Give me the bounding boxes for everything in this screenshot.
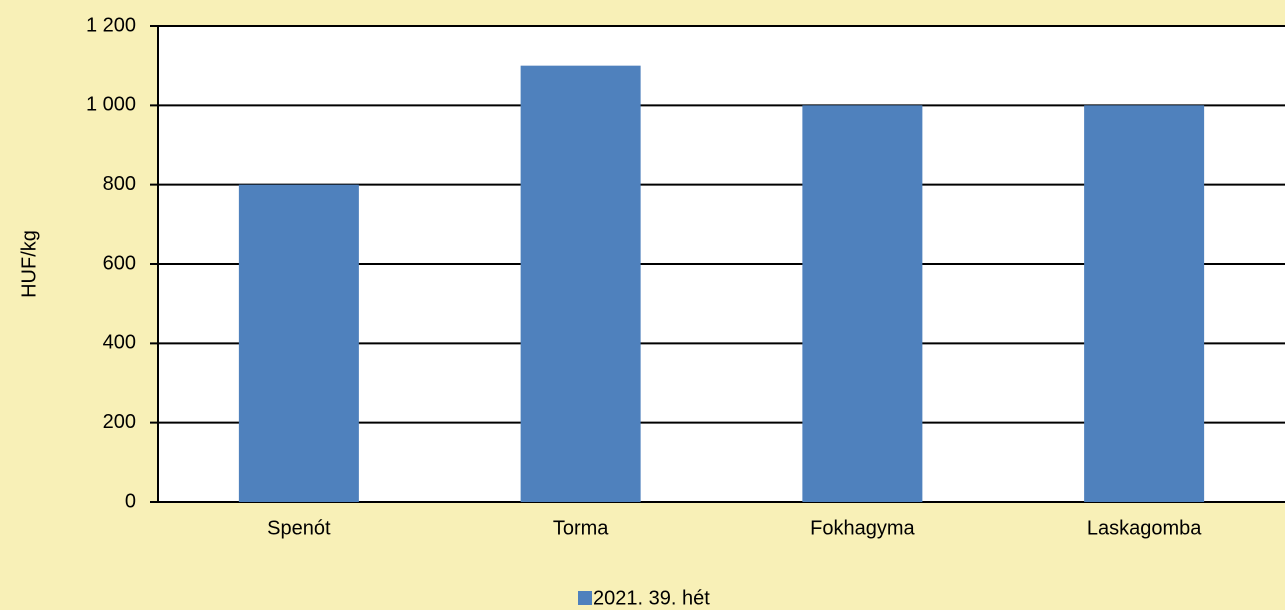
y-tick-label: 0 (125, 490, 136, 512)
bar (238, 184, 359, 502)
bar (802, 105, 923, 502)
x-tick-label: Fokhagyma (810, 517, 915, 539)
x-tick-label: Torma (553, 517, 609, 539)
bar (1084, 105, 1205, 502)
x-tick-label: Laskagomba (1087, 517, 1202, 539)
legend-swatch (578, 591, 592, 605)
bar (520, 65, 641, 503)
y-tick-label: 400 (103, 332, 136, 354)
y-tick-label: 800 (103, 173, 136, 195)
y-tick-label: 1 200 (86, 14, 136, 36)
x-tick-label: Spenót (267, 517, 331, 539)
y-tick-label: 600 (103, 252, 136, 274)
y-tick-label: 1 000 (86, 94, 136, 116)
y-tick-label: 200 (103, 411, 136, 433)
y-axis-label: HUF/kg (18, 230, 40, 298)
legend-label: 2021. 39. hét (593, 587, 710, 609)
